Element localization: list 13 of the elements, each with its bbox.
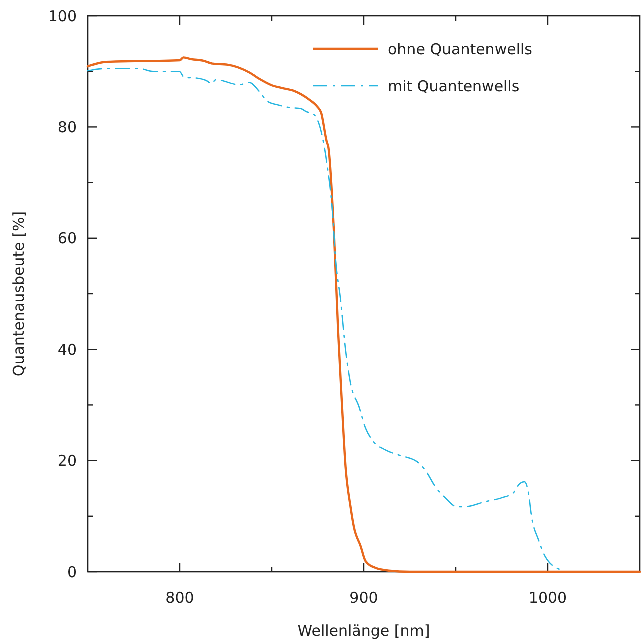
- x-tick-label: 1000: [528, 589, 568, 607]
- y-tick-label: 100: [48, 7, 77, 26]
- legend-label: mit Quantenwells: [388, 77, 520, 96]
- x-axis-title: Wellenlänge [nm]: [298, 622, 430, 640]
- y-tick-label: 40: [58, 340, 77, 359]
- y-axis-title: Quantenausbeute [%]: [10, 211, 28, 377]
- y-tick-label: 80: [58, 118, 77, 136]
- y-tick-label: 20: [58, 452, 77, 470]
- y-tick-label: 0: [67, 563, 77, 582]
- x-tick-label: 900: [350, 589, 378, 607]
- x-tick-label: 800: [166, 589, 194, 607]
- y-tick-label: 60: [58, 230, 77, 248]
- legend-label: ohne Quantenwells: [388, 40, 533, 58]
